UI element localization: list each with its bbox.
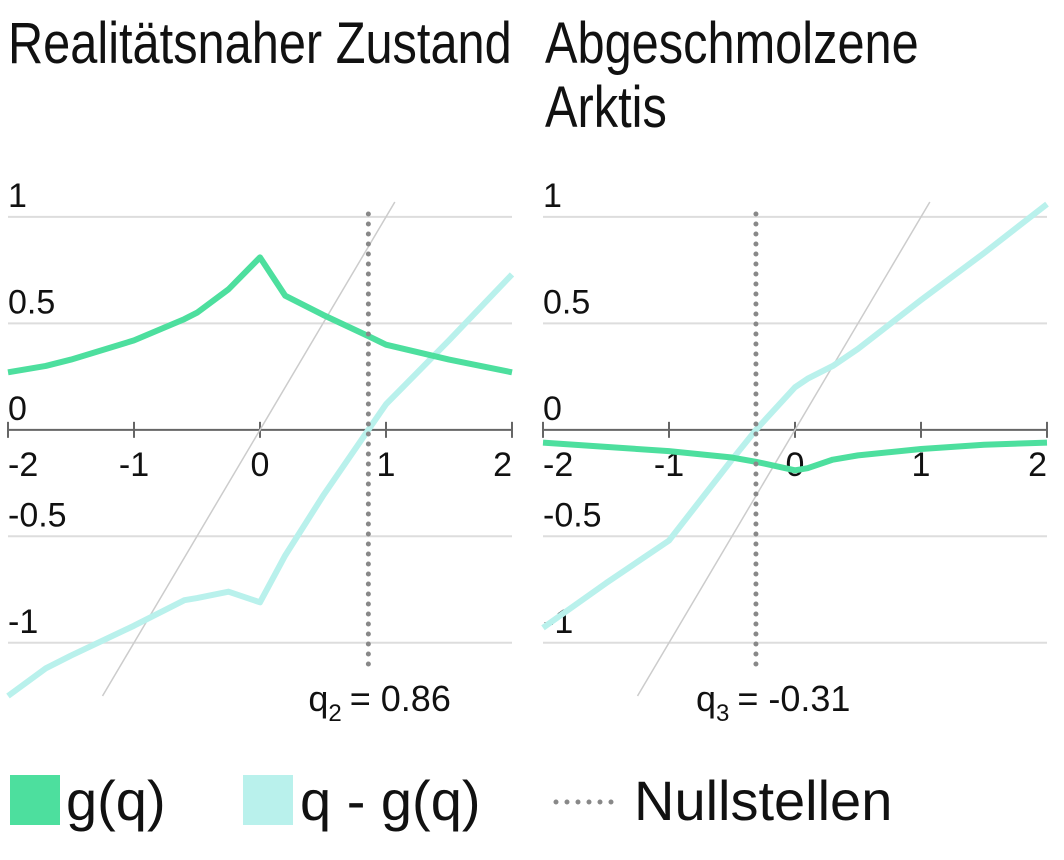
series-line xyxy=(541,201,1049,631)
root-subscript: 2 xyxy=(328,700,341,727)
x-tick-label: 2 xyxy=(493,446,512,484)
x-tick-label: 2 xyxy=(1028,446,1047,484)
y-tick-label: 0 xyxy=(543,390,562,428)
series-line xyxy=(542,439,1048,474)
y-tick-label: -0.5 xyxy=(543,496,602,534)
panel-title: Abgeschmolzene Arktis xyxy=(545,11,919,140)
identity-line xyxy=(636,201,931,697)
x-tick-label: 0 xyxy=(786,446,805,484)
series-line xyxy=(6,272,515,699)
legend-swatch xyxy=(243,775,293,825)
x-tick-label: 0 xyxy=(251,446,270,484)
panel-title: Realitätsnaher Zustand xyxy=(8,11,512,76)
x-tick-label: 1 xyxy=(912,446,931,484)
legend-label: Nullstellen xyxy=(634,769,892,832)
x-tick-label: -1 xyxy=(119,446,149,484)
y-tick-label: 0 xyxy=(8,390,27,428)
y-tick-label: 1 xyxy=(543,177,562,215)
y-tick-label: -1 xyxy=(8,603,38,641)
x-tick-label: 1 xyxy=(377,446,396,484)
y-tick-label: 0.5 xyxy=(8,283,55,321)
root-label: = 0.86 xyxy=(350,678,451,719)
legend-label: g(q) xyxy=(66,769,166,832)
root-symbol: q xyxy=(696,678,716,719)
legend-swatch xyxy=(10,775,60,825)
root-annotation: q3 = -0.31 xyxy=(696,678,850,727)
series-line xyxy=(7,254,513,376)
legend-label: q - g(q) xyxy=(300,769,481,832)
x-tick-label: -2 xyxy=(543,446,573,484)
root-subscript: 3 xyxy=(716,700,729,727)
y-tick-label: 0.5 xyxy=(543,283,590,321)
root-label: = -0.31 xyxy=(737,678,850,719)
root-symbol: q xyxy=(308,678,328,719)
y-tick-label: 1 xyxy=(8,177,27,215)
y-tick-label: -0.5 xyxy=(8,496,67,534)
root-annotation: q2 = 0.86 xyxy=(308,678,450,727)
x-tick-label: -2 xyxy=(8,446,38,484)
